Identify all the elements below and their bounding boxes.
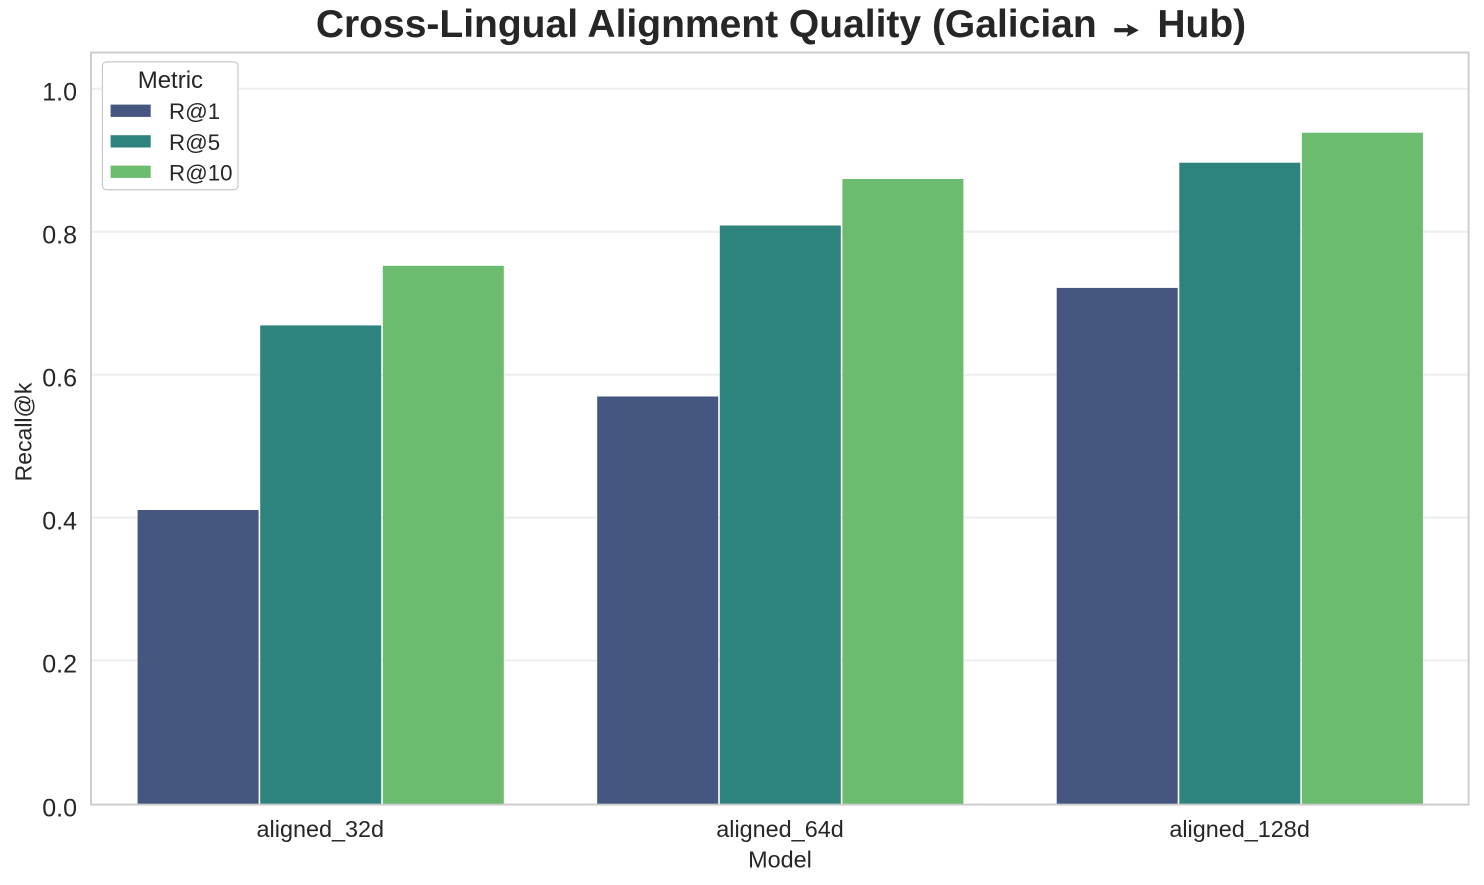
svg-text:aligned_64d: aligned_64d [716, 816, 843, 842]
svg-text:R@1: R@1 [169, 99, 220, 124]
svg-text:0.0: 0.0 [42, 794, 77, 822]
svg-text:aligned_32d: aligned_32d [257, 816, 384, 842]
svg-text:Metric: Metric [138, 67, 203, 94]
svg-text:Model: Model [748, 846, 812, 872]
svg-text:R@5: R@5 [169, 130, 220, 155]
svg-text:1.0: 1.0 [42, 79, 77, 107]
svg-text:R@10: R@10 [169, 160, 233, 185]
svg-text:0.8: 0.8 [42, 222, 77, 250]
svg-text:Cross-Lingual Alignment Qualit: Cross-Lingual Alignment Quality (Galicia… [316, 3, 1246, 46]
svg-text:0.2: 0.2 [42, 650, 77, 678]
svg-text:Recall@k: Recall@k [10, 382, 36, 481]
svg-text:0.4: 0.4 [42, 508, 77, 536]
svg-text:0.6: 0.6 [42, 365, 77, 393]
svg-text:aligned_128d: aligned_128d [1169, 816, 1309, 842]
